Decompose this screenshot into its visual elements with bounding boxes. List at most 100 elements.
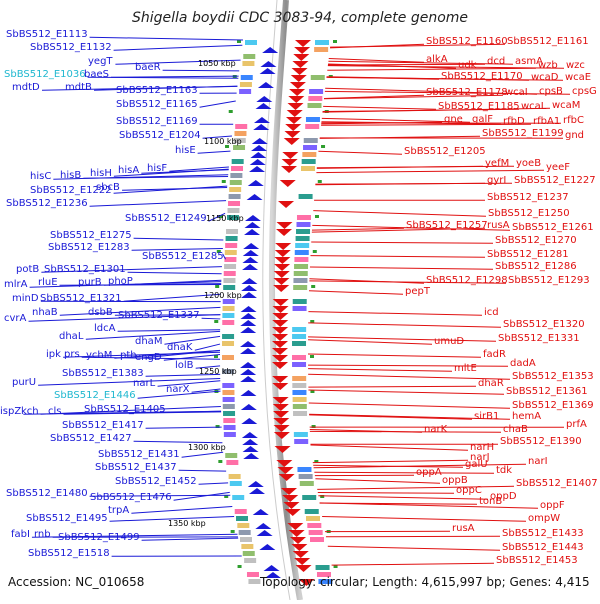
connector-line	[200, 101, 236, 107]
forward-gene-arrow	[276, 229, 292, 236]
gene-label: SbBS512_E1452	[115, 476, 197, 487]
forward-gene-arrow	[282, 152, 298, 159]
gene-label: potB	[16, 264, 39, 275]
feature-box	[309, 89, 323, 94]
genome-title: Shigella boydii CDC 3083-94, complete ge…	[132, 10, 468, 26]
gene-label: SbBS512_E1417	[62, 420, 144, 431]
feature-box	[232, 495, 244, 500]
feature-box	[229, 194, 241, 199]
feature-box	[222, 341, 234, 346]
gene-label: dhaL	[59, 331, 84, 342]
gene-label: prfA	[566, 419, 587, 430]
feature-box	[293, 397, 307, 402]
tick-mark	[238, 565, 242, 568]
gene-label: engD	[135, 352, 162, 363]
gene-label: SbBS512_E1337	[118, 310, 200, 321]
feature-box	[236, 516, 248, 521]
feature-box	[222, 334, 234, 339]
tick-mark	[229, 110, 233, 113]
gene-label: SbBS512_E1132	[30, 42, 112, 53]
gene-label: rnb	[34, 529, 51, 540]
gene-label: SbBS512_E1283	[48, 242, 130, 253]
feature-box	[294, 264, 308, 269]
feature-box	[293, 299, 307, 304]
feature-box	[228, 201, 240, 206]
feature-box	[294, 271, 308, 276]
reverse-gene-arrow	[243, 446, 259, 452]
feature-box	[227, 208, 239, 213]
feature-box	[222, 355, 234, 360]
feature-box	[294, 257, 308, 262]
forward-gene-arrow	[290, 82, 306, 89]
gene-label: trpA	[108, 505, 129, 516]
kbp-mark-1050: 1050 kbp	[198, 59, 236, 68]
feature-box	[297, 467, 311, 472]
connector-line	[313, 211, 486, 217]
gene-label: purB	[78, 277, 102, 288]
gene-label: SbBS512_E1169	[116, 116, 198, 127]
gene-label: wcaI	[505, 87, 528, 98]
feature-box	[223, 278, 235, 283]
gene-label: pepT	[405, 286, 431, 297]
gene-label: udk	[458, 60, 477, 71]
feature-box	[296, 229, 310, 234]
feature-box	[224, 432, 236, 437]
connector-line	[308, 340, 432, 345]
gene-label: SbBS512_E1165	[116, 99, 198, 110]
connector-line	[132, 248, 223, 250]
connector-line	[312, 228, 404, 230]
connector-line	[314, 472, 494, 473]
feature-box	[237, 523, 249, 528]
gene-label: mlrA	[4, 279, 28, 290]
reverse-gene-arrow	[260, 61, 276, 67]
reverse-gene-arrow	[241, 418, 257, 424]
connector-line	[163, 70, 240, 71]
feature-box	[294, 432, 308, 437]
forward-gene-arrow	[288, 96, 304, 103]
kbp-mark-1100: 1100 kbp	[204, 137, 242, 146]
gene-label: SbBS512_E1407	[516, 478, 598, 489]
feature-box	[316, 565, 330, 570]
gene-label: ompW	[528, 513, 560, 524]
gene-label: phoP	[108, 276, 133, 287]
reverse-gene-arrow	[241, 278, 257, 284]
feature-box	[222, 390, 234, 395]
tick-mark	[311, 285, 315, 288]
gene-label: prs	[64, 349, 80, 360]
feature-box	[235, 124, 247, 129]
gene-label: SbBS512_E1185	[438, 101, 520, 112]
gene-label: ldcA	[94, 323, 116, 334]
feature-box	[230, 180, 242, 185]
reverse-gene-arrow	[244, 222, 260, 228]
reverse-gene-arrow	[240, 341, 256, 347]
connector-line	[308, 390, 504, 394]
connector-line	[310, 256, 485, 258]
feature-box	[301, 166, 315, 171]
feature-box	[293, 278, 307, 283]
connector-line	[315, 479, 440, 484]
gene-label: SbBS512_E1275	[50, 230, 132, 241]
connector-line	[326, 536, 500, 537]
feature-box	[311, 75, 325, 80]
reverse-gene-arrow	[248, 180, 264, 186]
connector-line	[309, 291, 403, 294]
kbp-mark-1350: 1350 kbp	[168, 519, 206, 528]
feature-box	[232, 159, 244, 164]
reverse-gene-arrow	[260, 68, 276, 74]
connector-line	[114, 45, 243, 50]
tick-mark	[310, 355, 314, 358]
connector-line	[308, 323, 501, 327]
connector-line	[202, 318, 221, 319]
gene-label: dadA	[510, 358, 536, 369]
tick-mark	[222, 180, 226, 183]
feature-box	[229, 187, 241, 192]
feature-box	[225, 453, 237, 458]
feature-box	[229, 474, 241, 479]
gene-label: nhaB	[32, 307, 58, 318]
reverse-gene-arrow	[240, 327, 256, 333]
gene-label: chaB	[503, 424, 528, 435]
gene-label: gne	[444, 114, 463, 125]
connector-line	[311, 242, 493, 243]
gene-label: tonB	[479, 496, 502, 507]
